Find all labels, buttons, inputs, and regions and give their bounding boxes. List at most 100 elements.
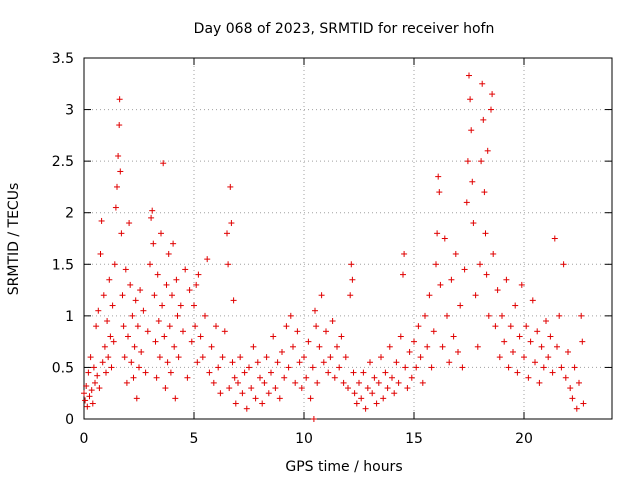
data-point (101, 343, 108, 350)
data-point (131, 343, 138, 350)
data-point (439, 343, 446, 350)
data-point (274, 359, 281, 366)
data-point (444, 312, 450, 319)
data-point (130, 374, 137, 381)
data-point (525, 374, 532, 381)
data-point (514, 369, 521, 376)
data-point (103, 369, 109, 376)
y-axis-label: SRMTID / TECUs (6, 183, 22, 296)
data-point (121, 354, 128, 361)
data-point (512, 302, 519, 309)
data-point (496, 354, 503, 361)
data-point (158, 230, 164, 237)
data-point (186, 287, 193, 294)
data-point (547, 333, 554, 340)
data-point (338, 333, 345, 340)
data-point (111, 261, 118, 268)
data-point (483, 271, 490, 278)
data-point (261, 379, 268, 386)
y-tick-label: 2 (65, 206, 74, 222)
data-point (325, 369, 332, 376)
data-point (252, 395, 259, 402)
data-point (133, 395, 140, 402)
data-point (276, 395, 283, 402)
data-point (389, 374, 395, 381)
data-point (484, 147, 491, 154)
data-point (579, 338, 586, 345)
data-point (122, 266, 129, 273)
data-point (259, 400, 266, 407)
data-point (349, 276, 356, 283)
data-point (119, 292, 126, 299)
data-point (231, 374, 238, 381)
data-point (109, 302, 116, 309)
data-point (331, 374, 338, 381)
data-point (395, 379, 402, 386)
data-point (90, 364, 97, 371)
data-point (208, 343, 215, 350)
data-point (170, 240, 177, 247)
data-point (516, 333, 523, 340)
data-point (154, 271, 161, 278)
data-point (159, 302, 166, 309)
data-point (469, 178, 476, 185)
data-point (162, 385, 169, 392)
data-point (270, 333, 277, 340)
data-point (565, 348, 571, 355)
data-point (228, 220, 235, 227)
data-point (243, 405, 250, 412)
data-point (180, 328, 186, 335)
data-point (191, 302, 197, 309)
plot-frame (83, 57, 613, 420)
data-point (105, 354, 112, 361)
data-point (294, 328, 301, 335)
x-tick-label: 10 (295, 431, 313, 447)
data-point (246, 364, 252, 371)
data-point (489, 91, 496, 98)
data-point (213, 323, 219, 330)
y-tick-label: 0.5 (52, 360, 74, 376)
y-tick-label: 0 (65, 412, 74, 428)
data-point (248, 385, 255, 392)
data-point (156, 354, 163, 361)
y-tick-label: 1.5 (52, 257, 74, 273)
data-point (404, 385, 411, 392)
data-point (549, 369, 556, 376)
data-point (391, 390, 398, 397)
data-point (215, 364, 222, 371)
data-point (174, 312, 181, 319)
data-point (123, 379, 130, 386)
data-point (386, 343, 393, 350)
data-point (147, 261, 153, 268)
data-point (221, 328, 228, 335)
data-point (436, 189, 443, 196)
data-point (320, 359, 327, 366)
data-point (129, 312, 136, 319)
data-point (144, 328, 151, 335)
data-point (193, 281, 200, 288)
data-point (142, 369, 149, 376)
data-point (350, 369, 357, 376)
data-point (426, 292, 433, 299)
data-point (153, 374, 160, 381)
data-point (415, 323, 422, 330)
data-point (527, 338, 534, 345)
data-point (576, 379, 582, 386)
data-point (401, 250, 408, 257)
data-point (470, 220, 477, 227)
chart-title: Day 068 of 2023, SRMTID for receiver hof… (194, 21, 495, 37)
data-point (309, 364, 316, 371)
data-point (169, 292, 175, 299)
data-point (380, 395, 387, 402)
data-point (455, 348, 461, 355)
data-point (188, 338, 195, 345)
data-point (97, 250, 104, 257)
data-point (569, 395, 576, 402)
data-point (268, 369, 274, 376)
data-point (419, 379, 426, 386)
data-point (83, 382, 90, 389)
data-point (450, 333, 457, 340)
data-point (433, 261, 439, 268)
data-point (477, 261, 483, 268)
data-point (287, 312, 294, 319)
